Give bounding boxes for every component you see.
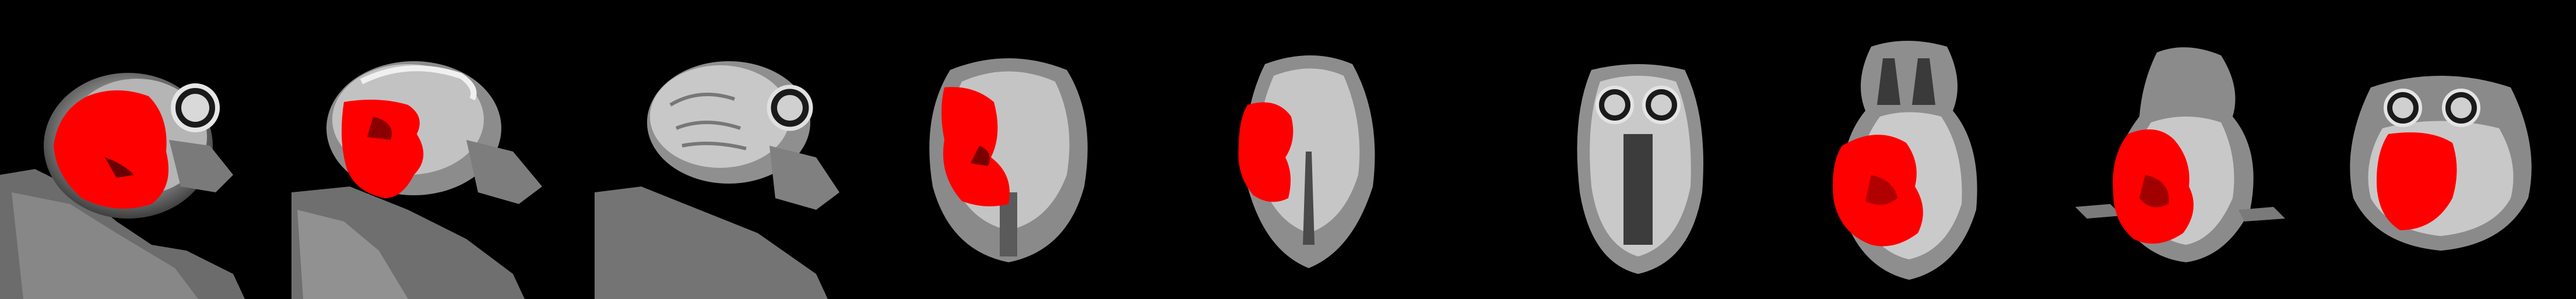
- axial-2-image: [2075, 47, 2285, 262]
- coronal-3-image: [1577, 64, 1703, 274]
- snout: [466, 140, 542, 204]
- coronal-2-image: [1238, 55, 1375, 268]
- mri-panel-coronal-3: [1504, 0, 1785, 299]
- snout: [169, 140, 233, 192]
- mri-panel-axial-1: [1772, 0, 2053, 299]
- midline-structure: [1303, 152, 1315, 245]
- coronal-1-image: [929, 58, 1088, 262]
- axial-3-image: [2350, 76, 2532, 251]
- mri-panel-sagittal-2: [291, 0, 572, 299]
- snout-structures: [1877, 58, 1935, 105]
- spine-tissue: [12, 192, 198, 299]
- mri-panel-axial-3: [2295, 0, 2576, 299]
- spine-tissue: [297, 210, 408, 299]
- lesion-overlay: [2377, 132, 2457, 230]
- lesion-overlay: [54, 90, 169, 209]
- mri-panel-coronal-1: [869, 0, 1150, 299]
- nasal-cavity: [1623, 134, 1653, 245]
- snout: [769, 146, 839, 210]
- mri-panel-axial-2: [2040, 0, 2321, 299]
- left-eye-globe: [1604, 94, 1625, 115]
- sagittal-2-image: [291, 61, 542, 299]
- lesion-dark-spot: [1865, 175, 1897, 205]
- brain-tissue: [650, 65, 790, 168]
- cortical-folds: [669, 93, 747, 150]
- mri-panel-coronal-2: [1166, 0, 1447, 299]
- right-eye-globe: [1651, 94, 1672, 115]
- right-eye-globe: [2451, 97, 2472, 118]
- lesion-overlay: [941, 87, 1010, 206]
- sagittal-1-image: [0, 73, 245, 299]
- lesion-dark-spot: [105, 157, 134, 178]
- mri-panel-sagittal-1: [0, 0, 281, 299]
- sagittal-3-image: [595, 61, 839, 299]
- left-eye-globe: [2392, 97, 2413, 118]
- lesion-overlay: [1238, 102, 1294, 202]
- lesion-dark-spot: [2139, 175, 2169, 207]
- mri-panel-sagittal-3: [583, 0, 864, 299]
- lesion-overlay: [342, 100, 424, 198]
- axial-1-image: [1833, 41, 1977, 280]
- lesion-dark-spot: [367, 117, 392, 140]
- corpus-callosum: [360, 65, 477, 101]
- lesion-dark-spot: [971, 146, 990, 166]
- eye-globe: [181, 94, 209, 122]
- neck-tissue: [595, 187, 828, 299]
- eye-globe: [777, 95, 803, 121]
